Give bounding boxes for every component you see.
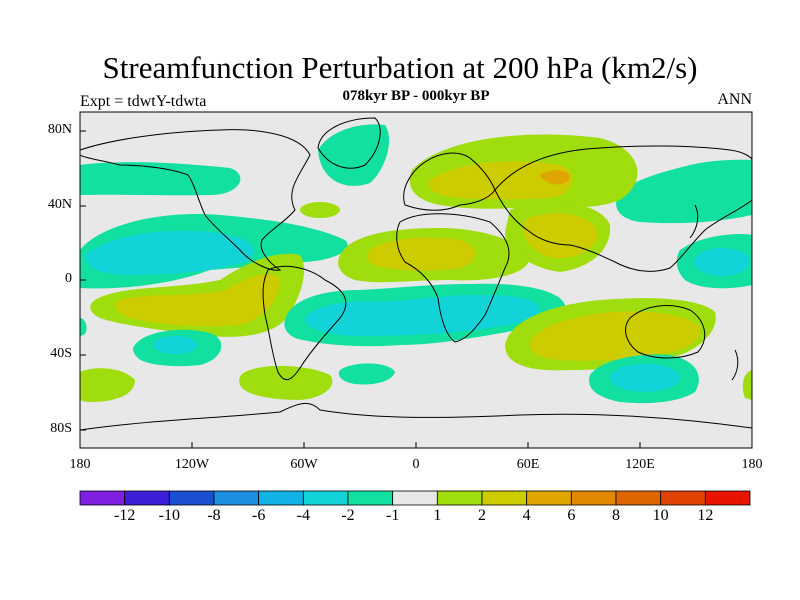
colorbar-label: -8	[207, 507, 221, 524]
season-label: ANN	[717, 91, 752, 108]
x-tick-label: 60E	[516, 457, 540, 472]
contour-region	[742, 370, 752, 400]
colorbar-label: 4	[522, 507, 531, 524]
colorbar-label: -2	[341, 507, 355, 524]
contour-region	[338, 363, 395, 385]
colorbar-swatch	[213, 490, 260, 506]
coastline-asia	[494, 145, 752, 272]
colorbar-label: 10	[652, 507, 669, 524]
contour-region	[428, 161, 573, 200]
colorbar-label: 1	[433, 507, 442, 524]
colorbar-swatch	[660, 490, 706, 506]
colorbar-swatch	[436, 490, 483, 506]
experiment-label: Expt = tdwtY-tdwta	[80, 93, 207, 110]
colorbar-label: -1	[385, 507, 400, 524]
y-tick-label: 0	[65, 271, 72, 286]
colorbar-swatch	[302, 490, 349, 506]
contour-region	[610, 364, 680, 392]
colorbar-swatch	[526, 490, 572, 506]
y-tick-label: 80S	[50, 421, 72, 436]
chart-title: Streamfunction Perturbation at 200 hPa (…	[102, 50, 698, 85]
y-tick-label: 40N	[47, 197, 72, 212]
coastline-greenland	[317, 117, 381, 169]
coastline-europe	[403, 152, 496, 211]
contour-region	[115, 274, 281, 327]
contour-region	[80, 162, 241, 196]
contour-region	[239, 365, 333, 400]
x-tick-label: 180	[741, 457, 763, 472]
coastline-new-zealand	[731, 349, 739, 381]
colorbar-swatch	[258, 490, 304, 506]
y-tick-label: 40S	[50, 346, 72, 361]
x-tick-label: 120W	[174, 457, 210, 472]
x-tick-label: 180	[69, 457, 91, 472]
contour-region	[694, 248, 750, 276]
coastline-north-america	[80, 129, 311, 271]
colorbar-swatch	[392, 490, 438, 506]
colorbar-label: 12	[697, 507, 714, 524]
contour-region	[80, 318, 87, 336]
contour-region	[300, 202, 340, 218]
axis-ticks	[80, 130, 641, 448]
x-tick-label: 60W	[290, 457, 318, 472]
contour-region	[529, 311, 701, 361]
colorbar-label: 8	[612, 507, 620, 524]
x-tick-label: 0	[412, 457, 420, 472]
colorbar-swatch	[481, 490, 528, 506]
coastline-africa	[396, 213, 510, 343]
colorbar-swatch	[168, 490, 215, 506]
contour-region	[616, 159, 752, 224]
coastline-japan	[689, 204, 699, 239]
y-tick-label: 80N	[47, 122, 72, 137]
coastlines	[80, 117, 752, 431]
colorbar-swatch	[79, 490, 126, 506]
contour-fields	[80, 124, 752, 404]
colorbar-swatch	[570, 490, 617, 506]
colorbar-label: 6	[567, 507, 576, 524]
colorbar-label: -6	[251, 507, 266, 524]
contour-region	[80, 368, 135, 402]
contour-region	[318, 124, 390, 186]
colorbar-label: -4	[296, 507, 310, 524]
colorbar-swatch	[615, 490, 662, 506]
chart-subtitle: 078kyr BP - 000kyr BP	[342, 88, 490, 104]
colorbar-label: -10	[158, 507, 180, 524]
contour-region	[540, 170, 570, 185]
colorbar-swatch	[347, 490, 394, 506]
colorbar	[79, 490, 751, 506]
colorbar-label: -12	[113, 507, 136, 524]
contour-region	[366, 237, 475, 271]
contour-region	[305, 294, 540, 336]
coastline-australia	[625, 305, 706, 359]
colorbar-swatch	[704, 490, 751, 506]
coastline-south-america	[262, 265, 347, 381]
colorbar-label: 2	[478, 507, 486, 524]
contour-region	[153, 336, 197, 354]
x-tick-label: 120E	[625, 457, 655, 472]
contour-region	[85, 230, 254, 275]
coastline-antarctica	[80, 403, 752, 431]
colorbar-swatch	[124, 490, 170, 506]
